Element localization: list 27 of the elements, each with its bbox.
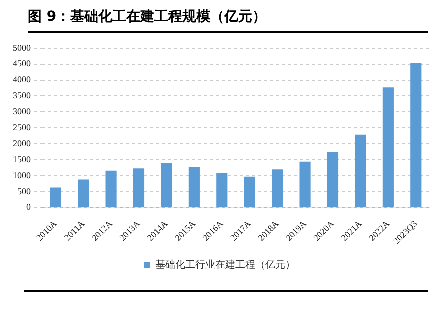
y-tick-label: 5000	[13, 42, 32, 53]
bar	[355, 134, 366, 208]
bar	[161, 163, 172, 208]
y-tick-label: 0	[26, 202, 32, 212]
bar	[410, 63, 422, 208]
bar	[382, 88, 394, 208]
bar	[106, 170, 117, 208]
y-tick-label: 2500	[13, 122, 32, 132]
y-tick-label: 4500	[13, 58, 32, 69]
y-tick-label: 1000	[13, 170, 32, 180]
bar	[300, 162, 311, 208]
bar	[78, 180, 90, 208]
y-tick-label: 2000	[13, 138, 32, 148]
bar	[327, 152, 339, 208]
bar	[272, 170, 284, 208]
y-tick-label: 4000	[13, 74, 32, 85]
legend-label: 基础化工行业在建工程（亿元）	[156, 258, 296, 271]
bar	[188, 167, 200, 208]
bar	[50, 188, 62, 208]
y-tick-label: 500	[18, 186, 32, 196]
bar	[133, 168, 145, 208]
bar	[244, 176, 256, 208]
bar	[216, 173, 228, 208]
chart-title: 图 9：基础化工在建工程规模（亿元）	[28, 8, 428, 33]
y-tick-label: 3000	[13, 106, 32, 117]
y-tick-label: 3500	[13, 90, 32, 101]
y-tick-label: 1500	[13, 154, 32, 164]
